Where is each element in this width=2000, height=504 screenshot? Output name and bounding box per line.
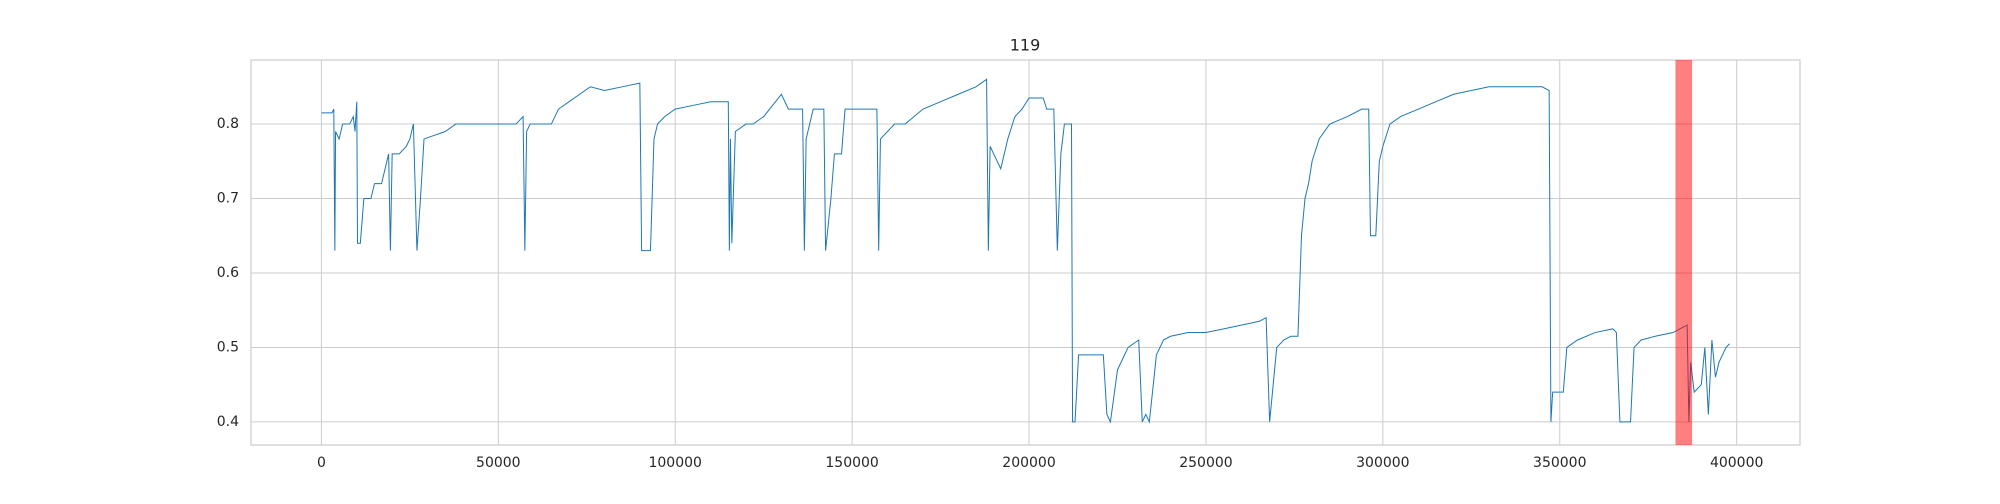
y-tick-label: 0.7 bbox=[217, 191, 239, 207]
y-tick-label: 0.6 bbox=[217, 265, 239, 281]
x-tick-label: 0 bbox=[317, 455, 326, 471]
y-tick-label: 0.5 bbox=[217, 339, 239, 355]
data-line bbox=[321, 78, 1730, 424]
x-tick-label: 100000 bbox=[648, 455, 701, 471]
x-tick-label: 150000 bbox=[825, 455, 878, 471]
chart-title: 119 bbox=[1010, 36, 1041, 55]
x-tick-label: 300000 bbox=[1356, 455, 1409, 471]
x-tick-label: 50000 bbox=[476, 455, 521, 471]
y-tick-label: 0.4 bbox=[217, 414, 239, 430]
x-tick-label: 250000 bbox=[1179, 455, 1232, 471]
axes-frame bbox=[250, 59, 1801, 446]
x-tick-label: 350000 bbox=[1533, 455, 1586, 471]
x-tick-label: 400000 bbox=[1710, 455, 1763, 471]
highlight-span bbox=[1675, 60, 1693, 445]
y-tick-label: 0.8 bbox=[217, 116, 239, 132]
x-tick-label: 200000 bbox=[1002, 455, 1055, 471]
